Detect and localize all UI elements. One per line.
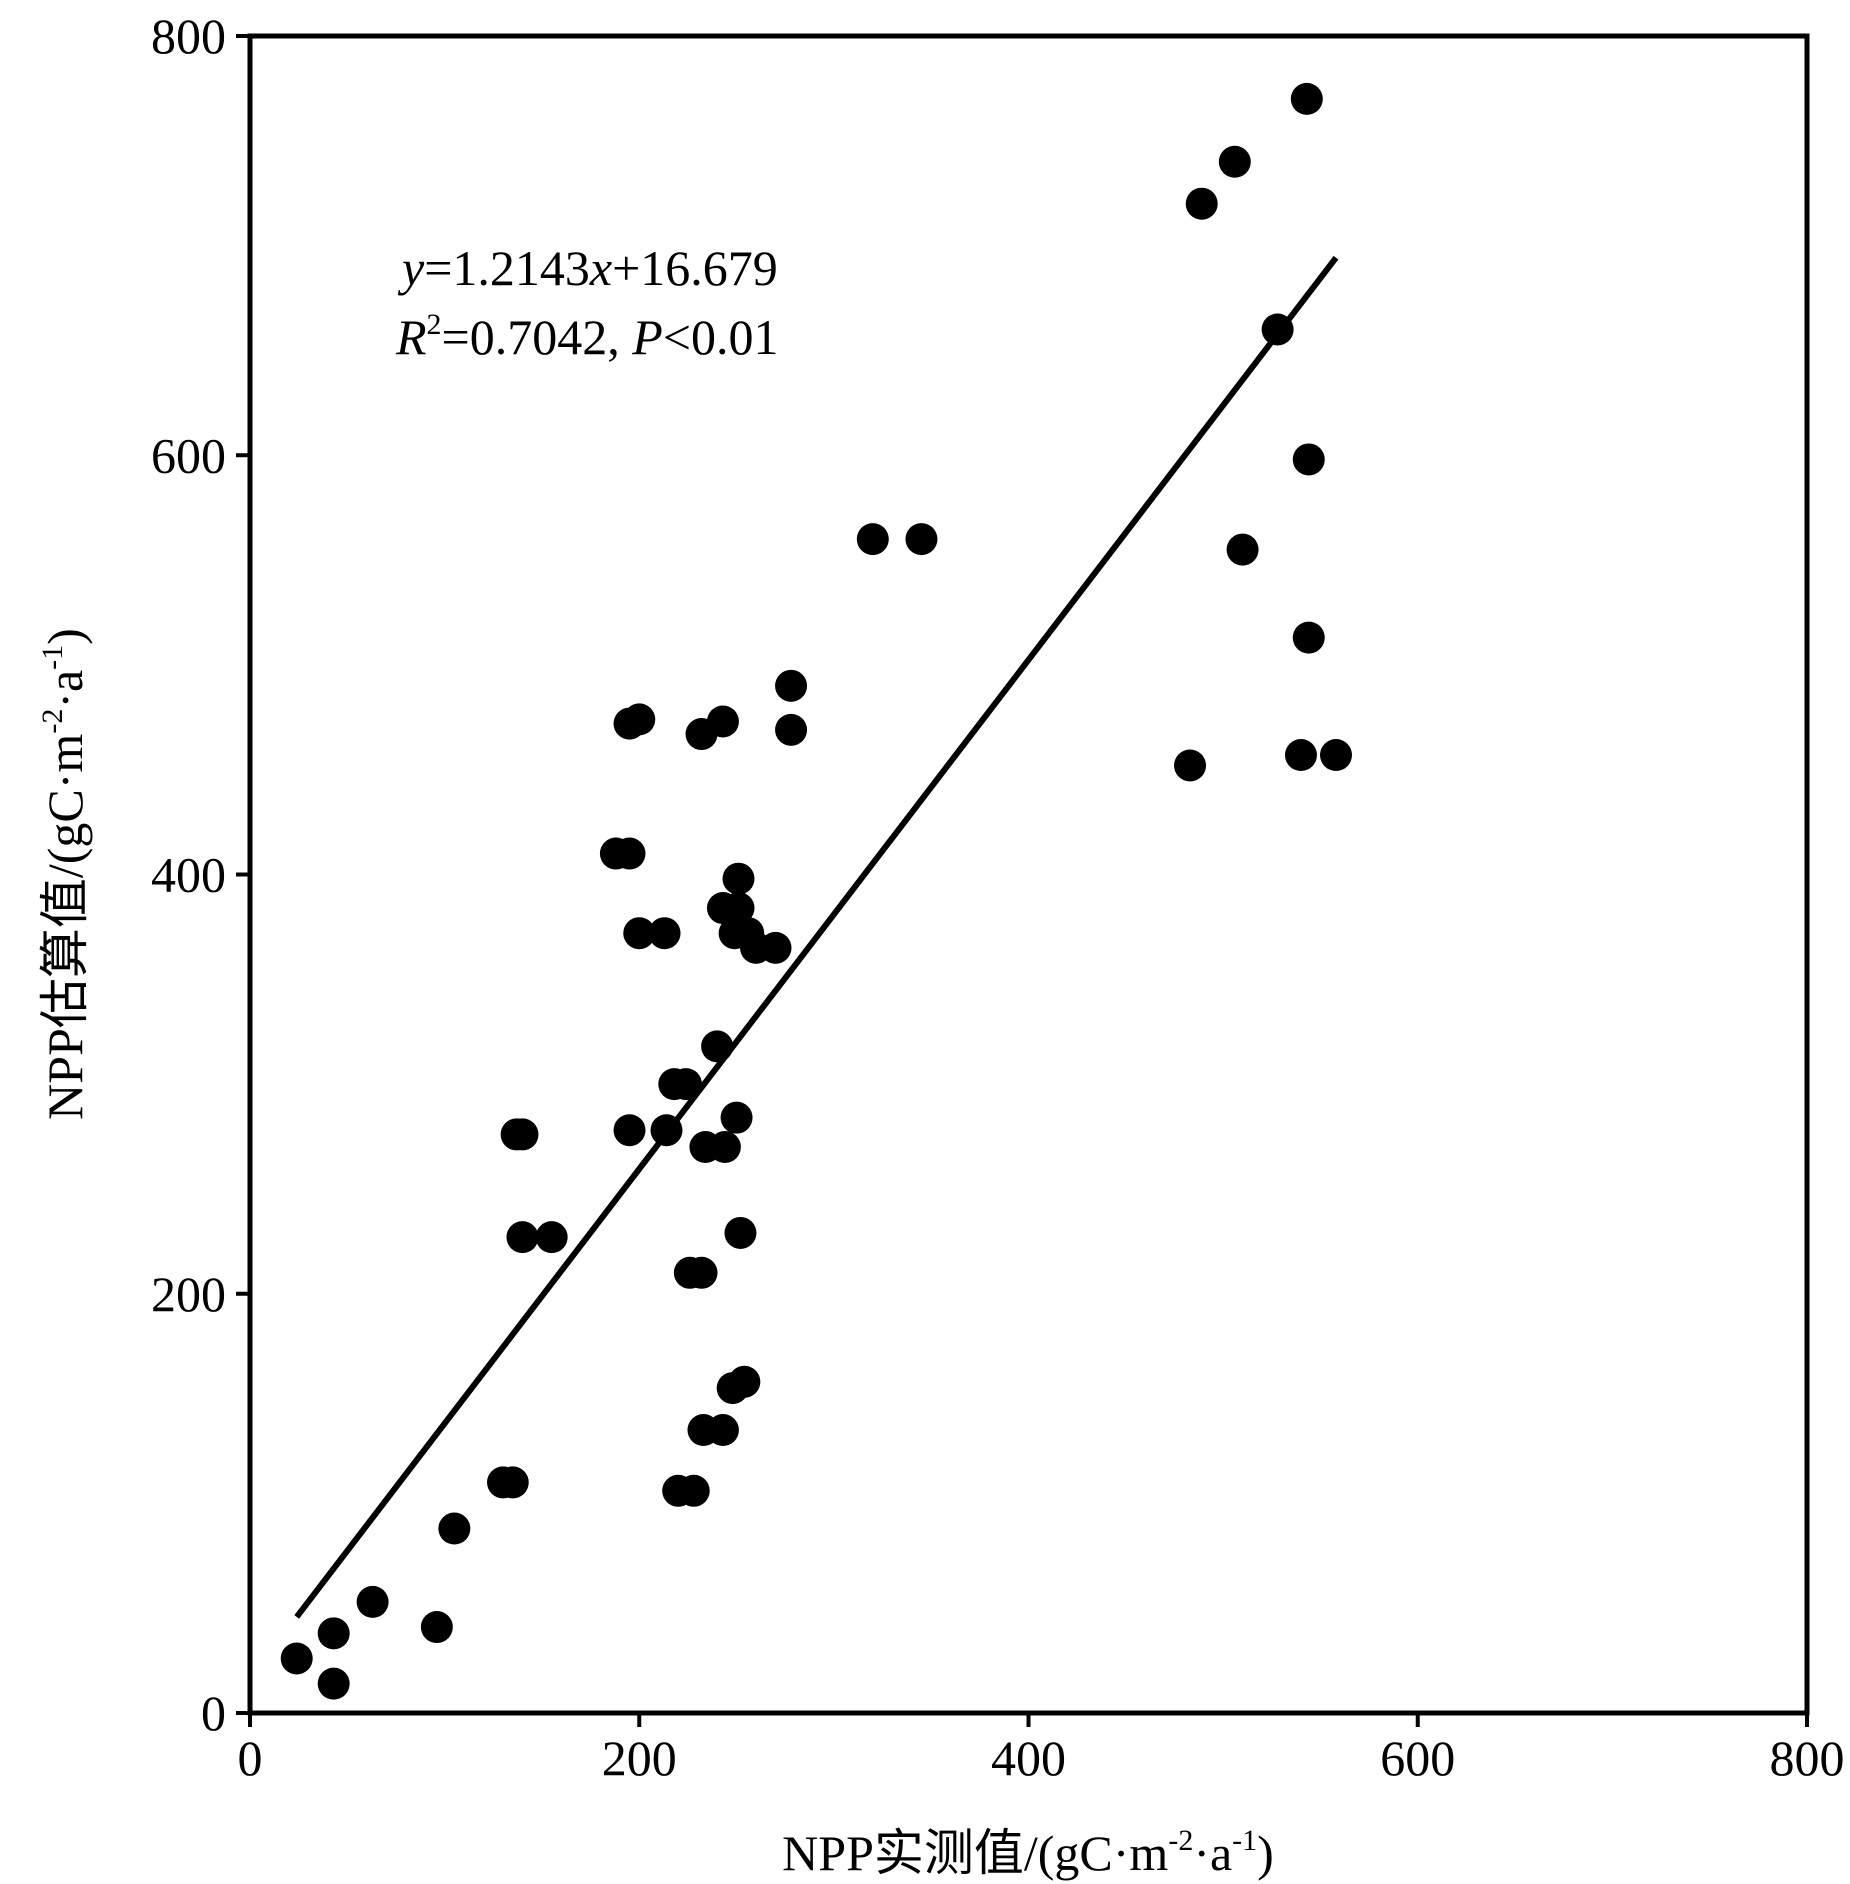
data-point [1185,187,1218,220]
data-point [706,1414,739,1447]
eq-slope: =1.2143 [424,240,590,296]
eq-x-symbol: x [589,240,612,296]
data-point [1290,82,1323,115]
data-point [722,862,755,895]
data-point [856,523,889,556]
r-exponent: 2 [427,308,442,341]
data-point [759,931,792,964]
y-tick-label: 0 [201,1685,226,1741]
data-point [506,1118,539,1151]
data-point [775,713,808,746]
data-point [506,1221,539,1254]
data-point [720,1101,753,1134]
data-point [317,1617,350,1650]
data-point [623,917,656,950]
data-point [677,1474,710,1507]
data-point [420,1611,453,1644]
data-point [905,523,938,556]
regression-line [294,255,1339,1619]
x-tick-label: 0 [238,1730,263,1786]
data-point [280,1642,313,1675]
data-point [708,1131,741,1164]
y-tick-label: 600 [151,427,226,483]
y-tick-label: 200 [151,1266,226,1322]
data-point [685,1256,718,1289]
data-point [1226,533,1259,566]
data-point [1292,621,1325,654]
x-axis-ticks: 0 200 400 600 800 [238,1713,1845,1786]
p-value: <0.01 [663,309,779,365]
y-axis-title: NPP估算值/(gC·m-2·a-1) [36,628,93,1120]
x-tick-label: 600 [1380,1730,1455,1786]
data-point [701,1030,734,1063]
data-point [1174,749,1207,782]
data-point [535,1221,568,1254]
p-symbol: P [631,309,663,365]
r-symbol: R [395,309,427,365]
data-point [613,1114,646,1147]
data-point [669,1068,702,1101]
r-squared-value: =0.7042, [442,309,633,365]
y-tick-label: 400 [151,847,226,903]
data-point [496,1466,529,1499]
data-point [775,669,808,702]
y-tick-label: 800 [151,8,226,64]
data-point [650,1114,683,1147]
data-point [1218,145,1251,178]
data-point [648,917,681,950]
x-tick-label: 400 [991,1730,1066,1786]
data-point [317,1667,350,1700]
x-tick-label: 200 [602,1730,677,1786]
data-point [724,1216,757,1249]
eq-y-symbol: y [397,240,425,296]
data-point [1292,443,1325,476]
data-point [1261,313,1294,346]
regression-stats: R2=0.7042, P<0.01 [395,308,779,365]
data-point [1284,739,1317,772]
data-point [438,1512,471,1545]
x-tick-label: 800 [1770,1730,1845,1786]
data-point [706,705,739,738]
data-point [722,892,755,925]
data-point [613,837,646,870]
x-axis-title: NPP实测值/(gC·m-2·a-1) [782,1824,1274,1881]
data-point [356,1585,389,1618]
scatter-points [280,82,1353,1700]
data-point [728,1365,761,1398]
data-point [623,703,656,736]
regression-equation: y=1.2143x+16.679 [397,240,778,296]
eq-intercept: +16.679 [612,240,778,296]
data-point [1320,739,1353,772]
y-axis-ticks: 0 200 400 600 800 [151,8,250,1741]
